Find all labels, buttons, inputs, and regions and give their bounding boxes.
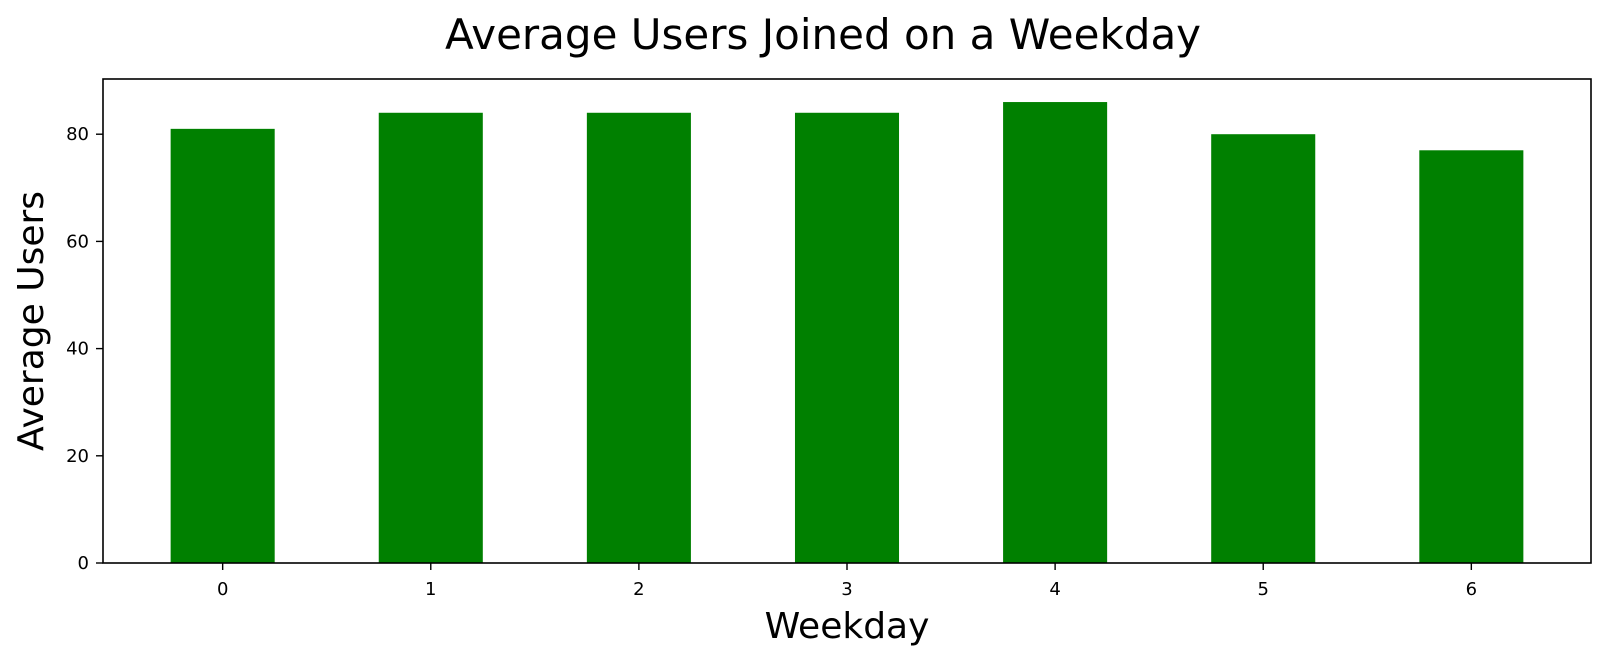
x-axis-label: Weekday [765,606,930,647]
bar-weekday-0 [170,128,275,564]
bar-weekday-4 [1003,102,1108,564]
x-tick-label: 1 [425,579,436,600]
x-tick-label: 4 [1049,579,1060,600]
y-axis-ticks: 0 20 40 60 80 [66,124,103,574]
x-tick-label: 6 [1466,579,1477,600]
bar-weekday-1 [378,112,483,563]
y-tick-label: 40 [66,339,89,360]
bar-weekday-3 [794,112,900,563]
bars-group [170,102,1524,564]
x-tick-label: 2 [633,579,644,600]
x-tick-label: 5 [1257,579,1268,600]
x-tick-label: 0 [217,579,228,600]
y-tick-label: 20 [66,446,89,467]
y-tick-label: 60 [66,231,89,252]
y-axis-label: Average Users [11,191,52,451]
x-axis-ticks: 0 1 2 3 4 5 6 [217,563,1477,600]
y-tick-label: 80 [66,124,89,145]
bar-weekday-5 [1211,134,1316,563]
bar-weekday-2 [586,112,691,563]
chart-title: Average Users Joined on a Weekday [445,10,1201,59]
bar-weekday-6 [1419,150,1524,564]
x-tick-label: 3 [841,579,852,600]
y-tick-label: 0 [78,553,89,574]
